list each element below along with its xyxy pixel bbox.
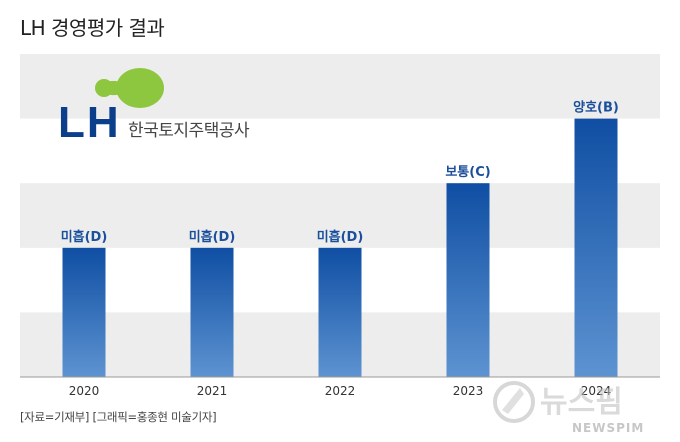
watermark-english: NEWSPIM	[572, 421, 644, 435]
leaf-icon	[95, 68, 164, 108]
newspim-watermark: 뉴스핌 NEWSPIM	[493, 381, 644, 435]
newspim-icon	[493, 381, 535, 423]
lh-company-name: 한국토지주택공사	[128, 121, 250, 141]
grid-band	[20, 183, 660, 248]
data-label-2020: 미흡(D)	[61, 229, 108, 245]
x-tick-2023: 2023	[453, 384, 484, 398]
x-axis-ticks: 2020 2021 2022 2023 2024	[69, 384, 612, 398]
bar-2023	[446, 183, 490, 377]
watermark-korean: 뉴스핌	[540, 385, 623, 420]
bar-2024	[574, 118, 618, 377]
bar-2020	[62, 247, 106, 377]
bars: 미흡(D) 미흡(D) 미흡(D) 보통(C) 양호(B)	[61, 101, 619, 377]
x-tick-2020: 2020	[69, 384, 100, 398]
bar-2021	[190, 247, 234, 377]
data-label-2024: 양호(B)	[573, 101, 619, 116]
data-label-2021: 미흡(D)	[189, 229, 236, 245]
source-credit: [자료=기재부] [그래픽=홍종현 미술기자]	[20, 410, 217, 424]
page-title: LH 경영평가 결과	[20, 16, 165, 40]
x-tick-2022: 2022	[325, 384, 356, 398]
lh-mark: LH	[58, 98, 121, 147]
x-tick-2021: 2021	[197, 384, 228, 398]
lh-logo: LH 한국토지주택공사	[58, 68, 250, 147]
x-tick-2024: 2024	[581, 384, 612, 398]
data-label-2023: 보통(C)	[445, 165, 490, 180]
bar-2022	[318, 247, 362, 377]
data-label-2022: 미흡(D)	[317, 229, 364, 245]
